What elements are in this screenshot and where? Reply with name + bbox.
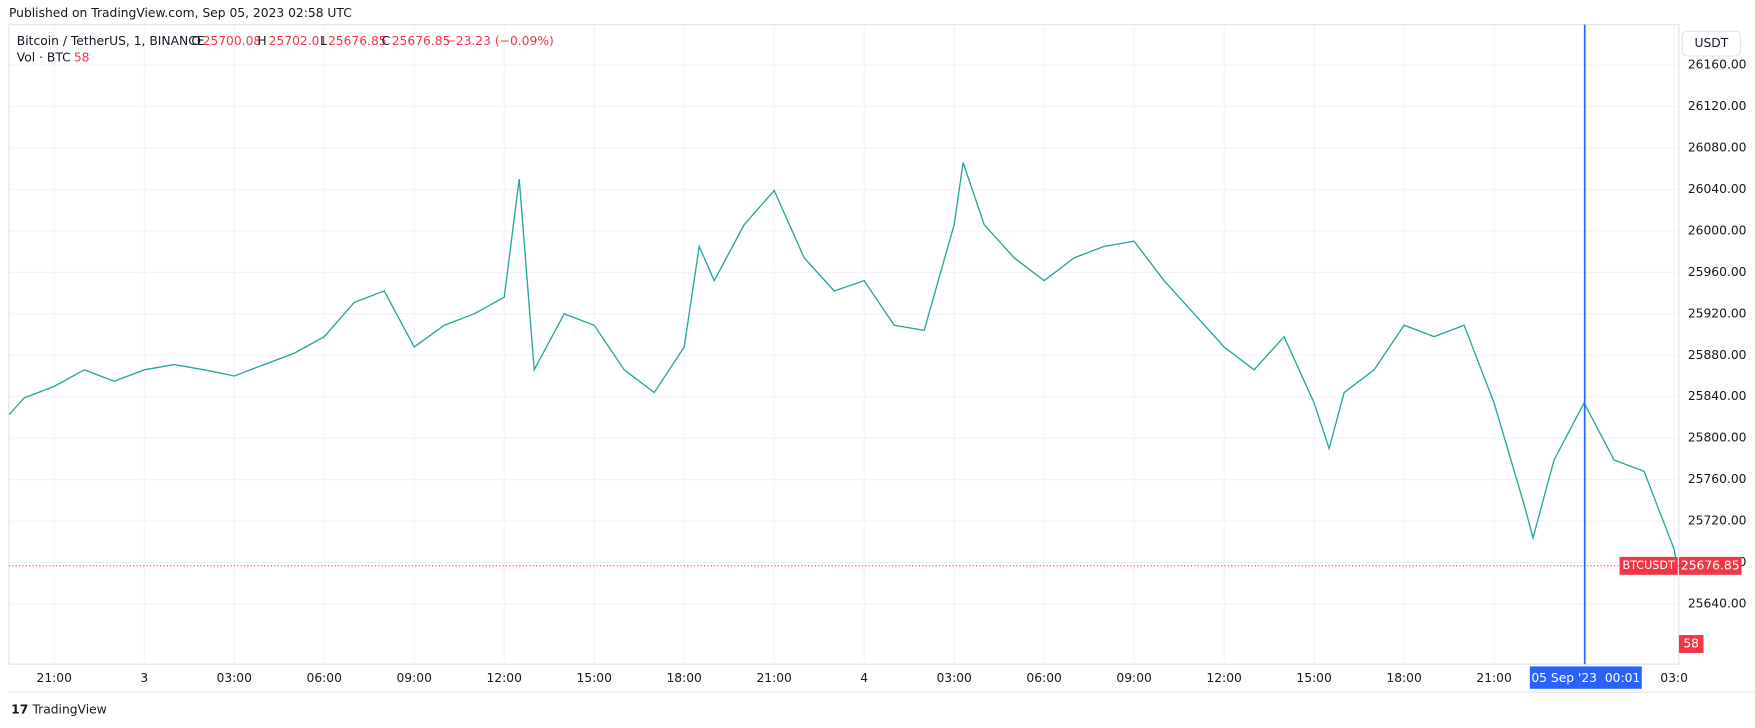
- y-tick-label: 25920.00: [1688, 306, 1747, 320]
- y-tick-label: 25640.00: [1688, 597, 1747, 611]
- ohlc-close: 25676.85: [392, 34, 451, 48]
- x-tick-label: 12:00: [1206, 671, 1241, 685]
- footer-brand: TradingView: [31, 703, 106, 717]
- x-tick-label: 09:00: [1116, 671, 1151, 685]
- x-tick-label: 15:00: [1296, 671, 1331, 685]
- y-tick-label: 25960.00: [1688, 265, 1747, 279]
- symbol-badge-label: BTCUSDT: [1622, 559, 1675, 572]
- x-tick-label: 21:00: [756, 671, 791, 685]
- volume-badge: [1678, 635, 1704, 653]
- symbol-badge: [1619, 556, 1678, 575]
- crosshair-label: 05 Sep '23 00:01: [1531, 671, 1640, 685]
- x-tick-label: 21:00: [1476, 671, 1511, 685]
- x-tick-label: 06:00: [1026, 671, 1061, 685]
- ohlc-c: C: [382, 34, 391, 48]
- ohlc-o: O: [191, 34, 201, 48]
- crosshair-badge: [1529, 666, 1642, 689]
- price-line: [8, 162, 1678, 566]
- y-tick-label: 25720.00: [1688, 514, 1747, 528]
- x-tick-label: 4: [860, 671, 868, 685]
- logo-mark: 17: [11, 703, 28, 717]
- x-tick-label: 03:0: [1660, 671, 1688, 685]
- volume-badge-label: 58: [1683, 636, 1699, 650]
- y-tick-label: 26040.00: [1688, 182, 1747, 196]
- x-tick-label: 3: [140, 671, 148, 685]
- y-tick-label: 26120.00: [1688, 99, 1747, 113]
- ohlc-low: 25676.85: [328, 34, 387, 48]
- price-badge: [1678, 556, 1742, 575]
- y-tick-label: 26160.00: [1688, 58, 1747, 72]
- currency-button-label[interactable]: USDT: [1694, 36, 1728, 50]
- x-tick-label: 18:00: [666, 671, 701, 685]
- ohlc-open: 25700.08: [203, 34, 262, 48]
- x-tick-label: 18:00: [1386, 671, 1421, 685]
- ohlc-h: H: [257, 34, 266, 48]
- ohlc-high: 25702.01: [269, 34, 328, 48]
- y-tick-label: 26000.00: [1688, 223, 1747, 237]
- ohlc-l: L: [320, 34, 327, 48]
- x-tick-label: 21:00: [37, 671, 72, 685]
- published-header: Published on TradingView.com, Sep 05, 20…: [9, 6, 352, 20]
- x-tick-label: 12:00: [486, 671, 521, 685]
- price-badge-label: 25676.85: [1681, 558, 1740, 572]
- x-tick-label: 03:00: [936, 671, 971, 685]
- y-tick-label: 25760.00: [1688, 472, 1747, 486]
- x-tick-label: 09:00: [396, 671, 431, 685]
- y-tick-label: 26080.00: [1688, 140, 1747, 154]
- y-tick-label: 25840.00: [1688, 389, 1747, 403]
- currency-button[interactable]: [1681, 30, 1742, 57]
- y-tick-label: 25800.00: [1688, 431, 1747, 445]
- x-tick-label: 03:00: [217, 671, 252, 685]
- x-tick-label: 15:00: [576, 671, 611, 685]
- x-tick-label: 06:00: [307, 671, 342, 685]
- y-tick-label: 25880.00: [1688, 348, 1747, 362]
- symbol-name: Bitcoin / TetherUS, 1, BINANCE: [17, 34, 205, 48]
- plot-frame: [8, 24, 1680, 665]
- volume-value: 58: [74, 51, 90, 65]
- ohlc-change: −23.23 (−0.09%): [445, 34, 553, 48]
- volume-label: Vol · BTC: [17, 51, 71, 65]
